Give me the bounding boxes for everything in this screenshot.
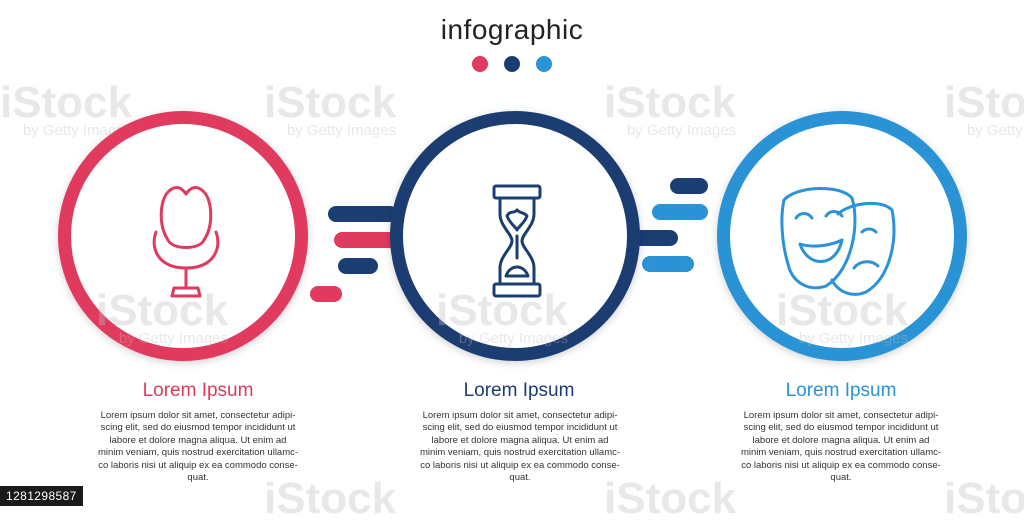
infographic-diagram [58, 111, 967, 361]
hourglass-icon [492, 184, 542, 298]
dot-navy [504, 56, 520, 72]
infographic-title: infographic [440, 14, 584, 45]
step-title-1: Lorem Ipsum [142, 380, 254, 401]
step-title-2: Lorem Ipsum [463, 380, 575, 401]
step-circle-2 [390, 111, 640, 361]
step-circle-3 [717, 111, 967, 361]
dot-blue [536, 56, 552, 72]
step-circle-1 [58, 111, 308, 361]
step-description-3: Lorem ipsum dolor sit amet, consectetur … [740, 410, 942, 484]
dot-red [472, 56, 488, 72]
stock-id-label: 1281298587 [0, 486, 83, 506]
watermark: iStock [944, 474, 1024, 523]
theater-masks-icon [780, 186, 896, 296]
connector-red-navy [310, 206, 398, 302]
step-description-1: Lorem ipsum dolor sit amet, consectetur … [97, 410, 299, 484]
step-title-3: Lorem Ipsum [785, 380, 897, 401]
color-dots [0, 56, 1024, 72]
armchair-icon [152, 186, 220, 298]
step-description-2: Lorem ipsum dolor sit amet, consectetur … [419, 410, 621, 484]
